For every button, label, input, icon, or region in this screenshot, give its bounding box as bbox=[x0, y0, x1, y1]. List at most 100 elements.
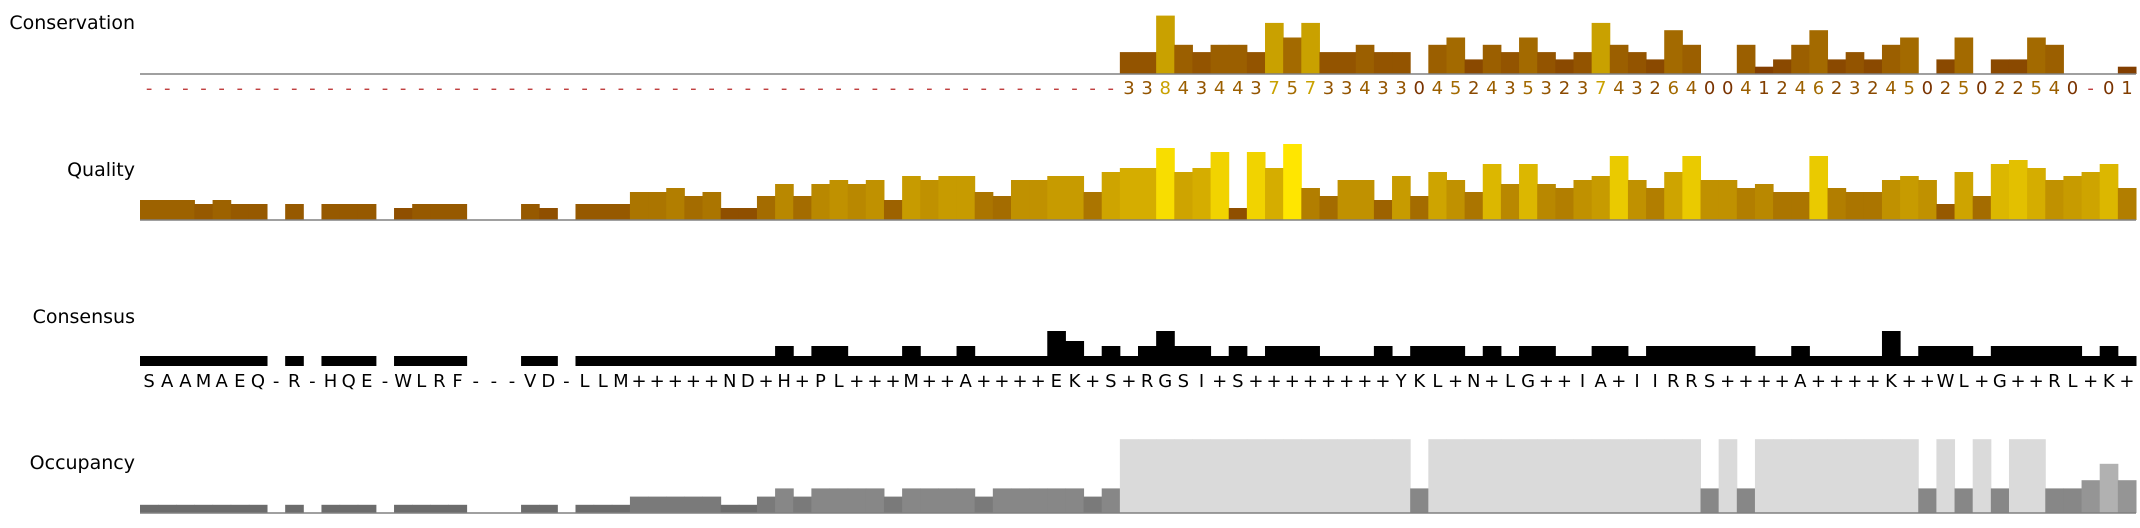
quality-bar bbox=[629, 192, 649, 220]
conservation-score: 3 bbox=[1577, 78, 1588, 99]
consensus-bar bbox=[2081, 356, 2101, 366]
consensus-bar bbox=[2045, 346, 2064, 366]
consensus-residue: R bbox=[1667, 371, 1680, 392]
consensus-bar bbox=[1138, 346, 1157, 366]
conservation-gap-mark: - bbox=[926, 78, 933, 99]
conservation-bar bbox=[1900, 37, 1919, 74]
occupancy-bar bbox=[920, 488, 939, 513]
conservation-bar bbox=[1646, 59, 1665, 74]
consensus-bar bbox=[1863, 356, 1883, 366]
consensus-bar bbox=[920, 356, 939, 366]
consensus-residue: + bbox=[758, 371, 773, 392]
conservation-score: 3 bbox=[1141, 78, 1152, 99]
quality-bar bbox=[1736, 188, 1756, 220]
consensus-residue: + bbox=[686, 371, 701, 392]
consensus-bar bbox=[1664, 346, 1683, 366]
conservation-gap-mark: - bbox=[1053, 78, 1060, 99]
occupancy-bar bbox=[1827, 439, 1847, 513]
quality-bar bbox=[1119, 168, 1139, 220]
quality-bar bbox=[684, 196, 704, 220]
conservation-score: 6 bbox=[1668, 78, 1679, 99]
consensus-residue: R bbox=[288, 371, 301, 392]
conservation-gap-mark: - bbox=[2087, 78, 2094, 99]
consensus-bar bbox=[883, 356, 903, 366]
occupancy-bar bbox=[176, 504, 195, 513]
conservation-bar bbox=[1736, 44, 1756, 74]
occupancy-bar bbox=[1845, 439, 1865, 513]
conservation-score: 4 bbox=[1178, 78, 1189, 99]
conservation-score: 5 bbox=[2030, 78, 2041, 99]
quality-bar bbox=[357, 204, 377, 220]
conservation-gap-mark: - bbox=[872, 78, 879, 99]
quality-bar bbox=[1138, 168, 1157, 220]
occupancy-bar bbox=[1773, 439, 1792, 513]
quality-bar bbox=[1573, 180, 1593, 220]
conservation-gap-mark: - bbox=[708, 78, 715, 99]
consensus-residue: L bbox=[1432, 371, 1442, 392]
consensus-bar bbox=[1410, 346, 1429, 366]
consensus-residue: + bbox=[1013, 371, 1028, 392]
conservation-gap-mark: - bbox=[146, 78, 153, 99]
occupancy-bar bbox=[956, 488, 976, 513]
quality-bar bbox=[1319, 196, 1339, 220]
quality-bar bbox=[1791, 192, 1810, 220]
conservation-gap-mark: - bbox=[563, 78, 570, 99]
conservation-gap-mark: - bbox=[1035, 78, 1042, 99]
occupancy-bar bbox=[1591, 439, 1611, 513]
quality-bar bbox=[1863, 192, 1883, 220]
conservation-score: 3 bbox=[1250, 78, 1261, 99]
consensus-bar bbox=[829, 346, 849, 366]
consensus-residue: N bbox=[723, 371, 736, 392]
conservation-score: 4 bbox=[1432, 78, 1443, 99]
consensus-bar bbox=[629, 356, 649, 366]
consensus-bar bbox=[1591, 346, 1611, 366]
occupancy-bar bbox=[140, 504, 159, 513]
consensus-bar bbox=[775, 346, 794, 366]
consensus-bar bbox=[1900, 356, 1919, 366]
consensus-residue: + bbox=[1738, 371, 1753, 392]
consensus-bar bbox=[648, 356, 667, 366]
conservation-bar bbox=[1664, 30, 1683, 74]
conservation-gap-mark: - bbox=[200, 78, 207, 99]
consensus-bar bbox=[448, 356, 468, 366]
occupancy-bar bbox=[1972, 439, 1992, 513]
conservation-score: 4 bbox=[1795, 78, 1806, 99]
conservation-score: 0 bbox=[1704, 78, 1715, 99]
conservation-score: 3 bbox=[1849, 78, 1860, 99]
occupancy-bar bbox=[1482, 439, 1502, 513]
conservation-bar bbox=[1682, 44, 1702, 74]
conservation-gap-mark: - bbox=[908, 78, 915, 99]
conservation-bar bbox=[1609, 44, 1629, 74]
consensus-residue: S bbox=[1105, 371, 1116, 392]
consensus-bar bbox=[1047, 331, 1066, 366]
occupancy-bar bbox=[702, 496, 722, 513]
conservation-score: 1 bbox=[1758, 78, 1769, 99]
conservation-score: 4 bbox=[1214, 78, 1225, 99]
consensus-bar bbox=[1119, 356, 1139, 366]
consensus-bar bbox=[1537, 346, 1556, 366]
consensus-residue: A bbox=[959, 371, 972, 392]
consensus-bar bbox=[230, 356, 250, 366]
occupancy-bar bbox=[902, 488, 921, 513]
consensus-residue: + bbox=[1448, 371, 1463, 392]
consensus-bar bbox=[1319, 356, 1339, 366]
occupancy-bar bbox=[1192, 439, 1212, 513]
conservation-gap-mark: - bbox=[962, 78, 969, 99]
quality-bar bbox=[1555, 188, 1574, 220]
consensus-bar bbox=[956, 346, 976, 366]
consensus-residue: M bbox=[903, 371, 919, 392]
consensus-bar bbox=[1482, 346, 1502, 366]
conservation-score: 2 bbox=[2012, 78, 2023, 99]
consensus-residue: + bbox=[1847, 371, 1862, 392]
conservation-bar bbox=[1283, 37, 1302, 74]
quality-bar bbox=[1446, 180, 1466, 220]
conservation-bar bbox=[1827, 59, 1847, 74]
quality-bar bbox=[1010, 180, 1030, 220]
consensus-residue: D bbox=[541, 371, 555, 392]
occupancy-bar bbox=[1265, 439, 1284, 513]
consensus-bar bbox=[2117, 356, 2137, 366]
quality-bar bbox=[2099, 164, 2119, 220]
consensus-residue: + bbox=[2083, 371, 2098, 392]
quality-bar bbox=[1591, 176, 1611, 220]
consensus-residue: W bbox=[1937, 371, 1955, 392]
